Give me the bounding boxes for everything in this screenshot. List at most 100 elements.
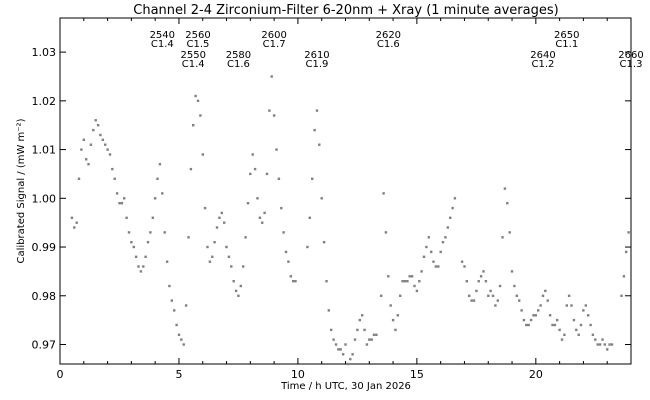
data-point [123,197,126,200]
data-point [339,348,342,351]
data-point [230,265,233,268]
data-point [322,241,326,244]
data-point [434,265,438,268]
data-point [380,294,383,297]
annotation-id: 2550 [181,50,206,61]
data-point [391,318,395,322]
data-point [361,314,364,317]
data-point [437,265,440,268]
data-point [249,172,252,176]
data-point [358,318,361,322]
data-point [194,94,197,98]
data-point [101,138,104,141]
data-point [77,177,81,180]
data-point [118,202,121,205]
data-point [280,206,283,210]
data-point [146,241,150,244]
data-point [168,284,171,288]
data-point [192,124,195,127]
data-point [211,255,214,258]
data-point [199,114,202,117]
data-point [563,333,566,336]
data-point [598,343,602,346]
data-point [263,211,266,215]
x-axis-label: Time / h UTC, 30 Jan 2026 [280,381,411,392]
data-point [548,314,552,317]
data-point [94,119,97,122]
data-point [382,192,385,195]
data-point [422,255,426,258]
data-point [560,338,564,341]
data-point [244,236,247,239]
data-point [441,241,445,244]
data-point [85,158,88,161]
data-point [163,231,166,234]
data-point [387,275,390,278]
data-point [587,314,590,317]
data-point [232,280,235,283]
data-point [223,221,226,224]
data-point [170,299,173,302]
data-point [225,245,228,249]
data-point [577,333,580,336]
data-point [503,187,507,190]
data-point [75,221,78,224]
data-point [582,309,585,312]
data-point [368,338,371,341]
data-point [261,221,264,224]
data-point [337,348,340,351]
data-point [625,250,628,254]
data-point [418,280,421,283]
data-point [151,216,154,219]
data-point [189,167,193,171]
data-point [498,284,502,288]
annotation-id: 2660 [618,50,643,61]
data-point [344,343,347,346]
data-point [399,294,402,297]
data-point [501,236,504,239]
data-point [451,206,454,210]
data-point [372,333,376,336]
data-point [553,323,557,327]
annotation-id: 2640 [530,50,555,61]
y-tick-label: 0.97 [32,339,57,352]
data-point [196,99,200,102]
data-point [258,216,262,219]
y-tick-label: 1.00 [32,192,57,205]
annotation-class: C1.9 [306,59,329,70]
annotation-class: C1.3 [620,59,643,70]
annotation-class: C1.7 [263,39,286,50]
data-point [496,299,499,302]
data-point [318,143,321,146]
data-point [308,216,311,219]
data-point [134,255,138,258]
data-point [182,343,185,346]
data-point [253,167,257,171]
data-point [494,304,497,307]
data-point [154,197,157,200]
data-point [356,328,359,332]
data-point [149,231,152,234]
annotation-id: 2540 [150,30,175,41]
data-point [203,206,207,210]
data-point [567,294,571,297]
data-point [187,236,190,239]
x-tick-label: 0 [57,368,64,381]
data-point [463,265,466,268]
data-point [384,231,388,234]
data-point [106,148,109,151]
data-point [510,270,514,273]
annotation-id: 2560 [185,30,210,41]
data-point [206,245,209,249]
y-axis-ticks: 0.97 0.98 0.99 1.00 1.01 1.02 1.03 [32,46,631,352]
annotation-id: 2620 [376,30,401,41]
data-point [218,216,221,219]
data-point [539,304,542,307]
data-point [165,260,169,263]
data-point [468,294,471,297]
data-point [460,260,464,263]
annotation-class: C1.1 [555,39,578,50]
x-tick-label: 10 [291,368,305,381]
data-point [477,280,480,283]
